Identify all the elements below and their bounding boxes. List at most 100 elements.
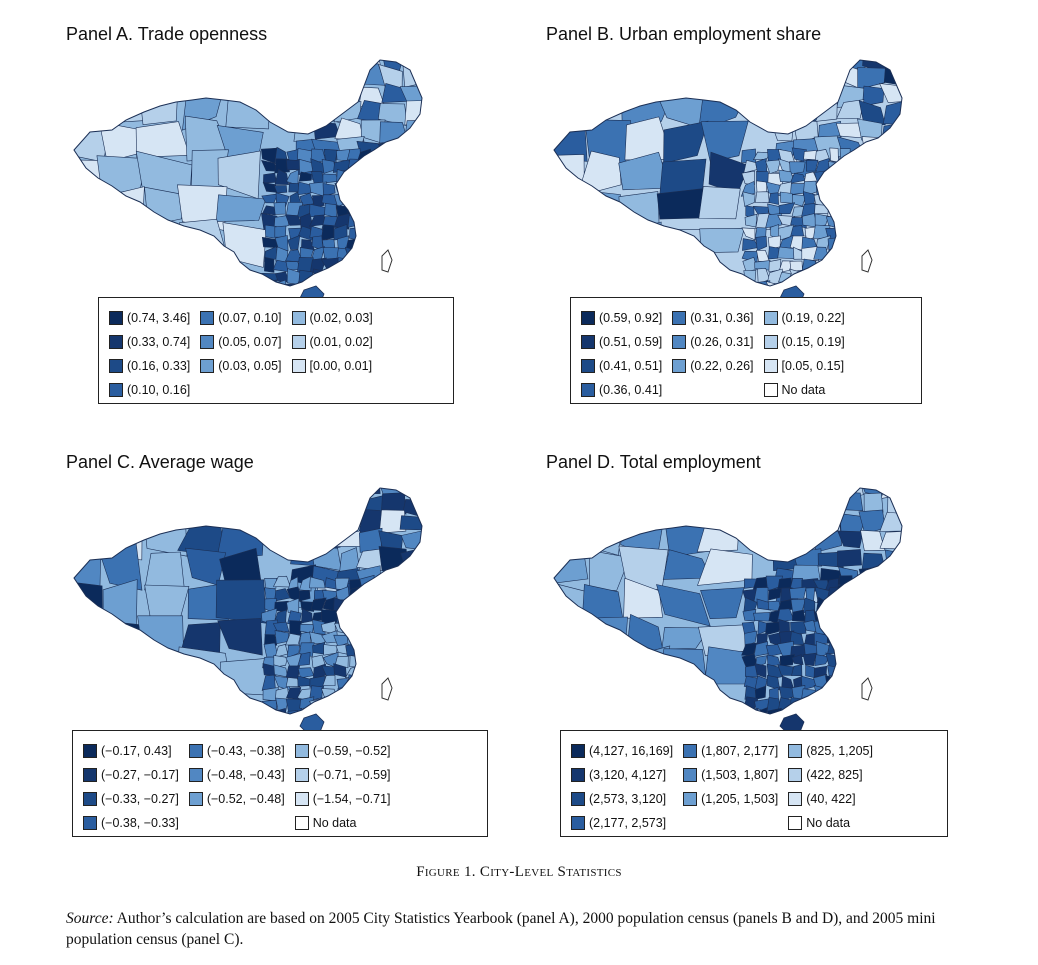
map-region [299, 642, 315, 657]
map-region [837, 549, 862, 567]
legend-label: [0.05, 0.15] [781, 359, 845, 373]
panel-a-legend-grid: (0.74, 3.46] (0.33, 0.74] (0.16, 0.33] (0.1… [109, 306, 373, 402]
map-region [742, 609, 757, 622]
map-region [358, 215, 372, 229]
legend-label: (2,573, 3,120] [589, 792, 667, 806]
map-region [264, 256, 275, 273]
legend-item: (−0.43, −0.38] [188, 739, 285, 763]
legend-label: (−0.33, −0.27] [101, 792, 179, 806]
legend-swatch [788, 816, 803, 830]
map-region [623, 577, 663, 619]
map-region [904, 67, 914, 87]
map-region [289, 488, 320, 495]
legend-spacer [200, 378, 281, 402]
map-region [839, 653, 854, 669]
map-region [361, 280, 371, 286]
legend-label: (0.19, 0.22] [781, 311, 845, 325]
map-region [98, 186, 145, 233]
map-region [360, 193, 373, 207]
legend-swatch [109, 311, 123, 325]
map-region [74, 189, 110, 234]
legend-item: (1,205, 1,503] [683, 787, 778, 811]
legend-item: (0.05, 0.07] [200, 330, 282, 354]
map-region [778, 202, 796, 215]
map-region [336, 169, 351, 185]
map-region [357, 260, 374, 274]
legend-item: (−0.48, −0.43] [188, 763, 285, 787]
map-region [357, 234, 372, 252]
map-region [826, 170, 841, 185]
map-region [357, 632, 372, 646]
map-region [357, 271, 375, 283]
map-region [791, 664, 803, 677]
map-region [814, 488, 843, 496]
legend-label: (−0.52, −0.48] [206, 792, 285, 806]
map-region [621, 221, 662, 267]
map-region [795, 488, 823, 499]
legend-item: (2,177, 2,573] [571, 811, 673, 835]
map-region [554, 229, 583, 261]
map-region [755, 235, 768, 252]
legend-swatch [571, 792, 585, 806]
legend-item: (0.41, 0.51] [581, 354, 662, 378]
map-region [322, 674, 336, 687]
map-region [801, 282, 819, 286]
map-region [837, 491, 864, 512]
map-region [349, 597, 362, 613]
map-region [814, 283, 829, 286]
map-region [262, 708, 277, 714]
legend-label: (−0.43, −0.38] [206, 744, 285, 758]
legend-label: (−0.48, −0.43] [206, 768, 285, 782]
legend-item: (1,807, 2,177] [683, 739, 778, 763]
map-region [838, 271, 854, 284]
map-region [359, 711, 374, 714]
map-region [904, 529, 914, 546]
map-region [333, 530, 363, 547]
legend-spacer [672, 378, 753, 402]
legend-item: (0.26, 0.31] [672, 330, 754, 354]
map-region [699, 227, 745, 254]
panel-c-map [64, 478, 434, 738]
map-region [579, 510, 625, 556]
map-region [622, 645, 671, 692]
legend-label: (0.41, 0.51] [599, 359, 663, 373]
map-region [879, 153, 902, 180]
map-region [347, 270, 363, 284]
map-region [74, 82, 101, 129]
map-region [838, 630, 851, 647]
map-region [826, 619, 843, 634]
legend-label: (−0.38, −0.33] [101, 816, 179, 830]
map-region [661, 627, 711, 650]
map-region [840, 203, 852, 217]
map-region [359, 587, 383, 609]
map-region [377, 142, 409, 157]
map-region [824, 610, 842, 625]
map-region [838, 170, 855, 186]
map-region [345, 708, 362, 714]
map-region [423, 528, 434, 553]
map-region [840, 236, 853, 249]
legend-item: (0.31, 0.36] [672, 306, 754, 330]
map-region [140, 222, 189, 257]
map-region [74, 618, 113, 661]
legend-label: (2,177, 2,573] [589, 816, 667, 830]
map-region [771, 527, 800, 551]
map-region [139, 94, 178, 126]
map-region [358, 611, 374, 625]
panel-b-legend-grid: (0.59, 0.92] (0.51, 0.59] (0.41, 0.51] (0.3… [581, 306, 845, 402]
map-region [817, 551, 844, 568]
map-region [345, 191, 362, 206]
china-map [553, 59, 914, 307]
map-region [274, 225, 287, 238]
map-region [858, 567, 887, 589]
map-region [775, 60, 799, 71]
map-region [779, 654, 795, 667]
legend-swatch [581, 383, 595, 397]
map-region [262, 699, 278, 710]
map-region [424, 565, 434, 589]
legend-swatch [581, 311, 595, 325]
map-region [293, 65, 317, 90]
map-region [839, 599, 854, 614]
legend-label: (0.07, 0.10] [218, 311, 282, 325]
map-region [272, 621, 290, 633]
